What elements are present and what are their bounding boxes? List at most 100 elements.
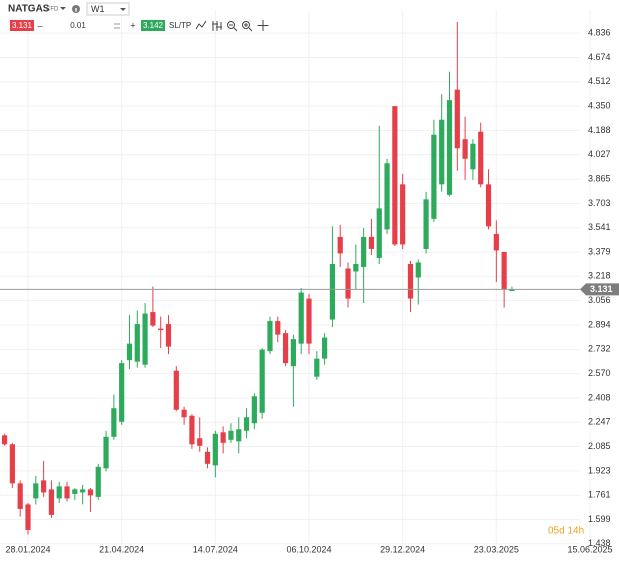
plus[interactable]: + <box>130 20 135 30</box>
candle-body <box>306 298 312 344</box>
y-tick-label: 2.732 <box>588 344 611 354</box>
candle-body <box>33 483 39 499</box>
y-tick-label: 4.188 <box>588 125 611 135</box>
line-tool-icon[interactable] <box>195 20 207 30</box>
candle-body <box>17 483 23 509</box>
countdown: 05d 14h <box>548 526 584 537</box>
y-tick-label: 1.923 <box>588 465 611 475</box>
candle-body <box>236 429 242 442</box>
candle-body <box>361 236 367 267</box>
timeframe-select[interactable] <box>86 2 130 16</box>
candle-body <box>197 438 203 446</box>
candle-body <box>493 233 499 251</box>
candle-body <box>298 292 304 344</box>
info-glyph <box>75 8 77 12</box>
candle-body <box>87 489 94 496</box>
candle-body <box>204 451 211 464</box>
candle-body <box>72 489 78 494</box>
y-tick-label: 3.865 <box>588 173 611 183</box>
candle-body <box>478 131 484 185</box>
candle-body <box>9 444 15 484</box>
candle-body <box>165 324 172 347</box>
x-tick-label: 29.12.2024 <box>380 544 425 554</box>
y-tick-label: 1.761 <box>588 490 611 500</box>
zoom-in-icon[interactable] <box>242 21 250 29</box>
buy-button[interactable] <box>141 20 165 31</box>
y-tick-label: 1.599 <box>588 514 611 524</box>
candle-body <box>314 358 320 377</box>
candle-body <box>509 289 515 292</box>
candle-body <box>181 409 187 418</box>
symbol[interactable]: NATGAS <box>8 4 50 15</box>
bid: 3.131 <box>12 21 33 30</box>
x-tick-label: 06.10.2024 <box>286 544 331 554</box>
dropdown-arrow <box>120 8 126 11</box>
y-tick-label: 4.674 <box>588 52 611 62</box>
candle-body <box>158 328 164 331</box>
candle-body <box>407 263 414 299</box>
candle-body <box>322 337 328 359</box>
candle-body <box>415 262 421 278</box>
y-tick-label: 4.512 <box>588 76 611 86</box>
sell-button[interactable] <box>10 20 34 31</box>
zoom-out-icon[interactable] <box>227 21 235 29</box>
candle-body <box>228 430 234 440</box>
candle-body <box>134 324 140 362</box>
y-tick-label: 4.836 <box>588 28 611 38</box>
y-tick-label: 1.438 <box>588 538 611 548</box>
candle-body <box>376 208 382 258</box>
candle-body <box>80 489 86 493</box>
dropdown-arrow[interactable] <box>60 7 66 10</box>
crosshair-icon[interactable] <box>257 20 269 31</box>
sltp[interactable]: SL/TP <box>169 21 191 30</box>
y-tick-label: 2.085 <box>588 441 611 451</box>
y-tick-label: 4.350 <box>588 101 611 111</box>
x-tick-label: 15.06.2025 <box>567 544 612 554</box>
candle-body <box>392 106 398 245</box>
y-tick-label: 2.408 <box>588 392 611 402</box>
y-tick-label: 2.247 <box>588 417 611 427</box>
candle-body <box>275 321 281 335</box>
candle-body <box>150 312 156 326</box>
candle-body <box>431 134 437 219</box>
y-tick-label: 3.379 <box>588 246 611 256</box>
candle-body <box>103 436 109 469</box>
timeframe: W1 <box>91 4 105 14</box>
candle-body <box>64 486 70 499</box>
y-tick-label: 3.541 <box>588 222 611 232</box>
candle-body <box>142 313 148 365</box>
candle-body <box>400 184 406 245</box>
grid <box>0 10 591 548</box>
candle-body <box>345 268 351 299</box>
minus[interactable]: – <box>37 20 42 30</box>
last-price-label: 3.131 <box>590 284 613 294</box>
candle-body <box>259 349 265 413</box>
x-tick-label: 14.07.2024 <box>193 544 238 554</box>
y-tick-label: 3.218 <box>588 271 611 281</box>
candle-body <box>126 343 133 361</box>
y-tick-label: 2.894 <box>588 319 611 329</box>
candle-body <box>251 396 257 424</box>
x-tick-label: 23.03.2025 <box>474 544 519 554</box>
candle-body <box>368 236 375 249</box>
x-tick-label: 28.01.2024 <box>5 544 50 554</box>
swap-icon[interactable] <box>114 23 120 29</box>
y-tick-label: 3.056 <box>588 295 611 305</box>
last-price-tag <box>580 283 619 296</box>
candle-body <box>501 251 507 290</box>
candle-body <box>95 466 101 497</box>
candle-body <box>485 184 492 227</box>
candle-body <box>337 236 343 254</box>
kind: CFD <box>46 7 59 13</box>
candle-body <box>111 408 117 437</box>
candle-body <box>470 143 476 170</box>
candle-body <box>329 263 336 320</box>
candle-body <box>282 333 289 364</box>
candle-body <box>56 486 62 499</box>
candle-body <box>212 433 218 466</box>
candle-icon[interactable] <box>212 21 222 31</box>
candle-body <box>25 504 31 530</box>
volume[interactable]: 0.01 <box>70 21 86 30</box>
candle-body <box>220 432 226 443</box>
